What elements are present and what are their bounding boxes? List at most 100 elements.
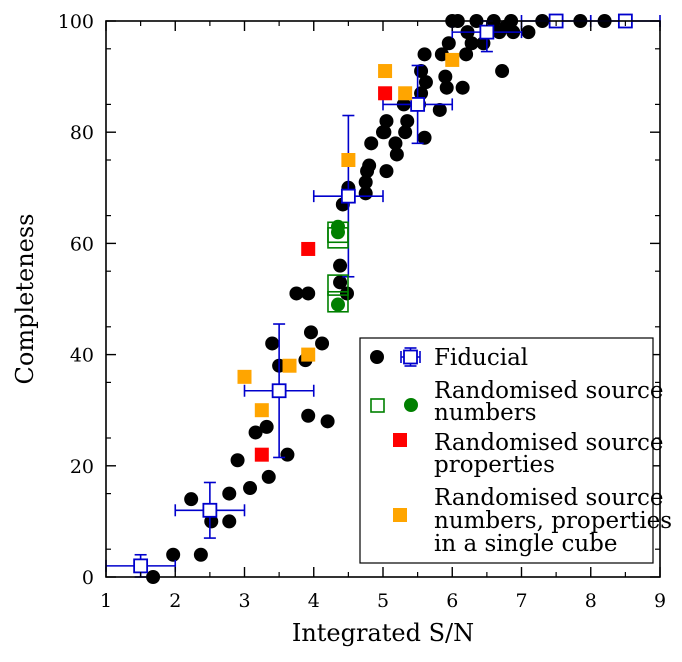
fiducial-point [166,547,181,562]
fiducial-point [280,447,295,462]
binned-square-marker [410,97,426,112]
fiducial-point [301,408,316,423]
fiducial-binned-point [174,481,246,539]
single-cube-point [237,369,252,384]
fiducial-point [243,481,258,496]
y-tick-label: 0 [82,567,94,589]
y-axis-title: Completeness [11,214,39,385]
x-tick-label: 3 [238,590,250,612]
single-cube-point [301,347,316,362]
single-cube-point [254,403,269,418]
x-tick-label: 1 [100,590,112,612]
x-tick-label: 5 [377,590,389,612]
legend-randomised-numbers-circle-marker [404,398,418,412]
fiducial-point [301,286,316,301]
fiducial-point [417,130,432,145]
randomised-numbers-binned-square [327,290,349,313]
binned-square-marker [340,188,356,204]
fiducial-point [398,125,413,140]
y-tick-label: 100 [58,11,94,33]
y-tick-label: 60 [70,233,94,255]
legend-randomised-properties-marker [393,433,407,447]
legend-single-cube-marker [393,508,407,522]
fiducial-point [379,164,394,179]
binned-square-marker [133,558,149,574]
fiducial-binned-point [243,323,315,459]
legend-label-randomised-properties-line-2: properties [434,452,555,478]
fiducial-point [417,47,432,62]
fiducial-binned-point [312,114,384,278]
legend-label-single-cube-line-3: in a single cube [434,531,618,557]
x-axis-title: Integrated S/N [292,619,474,647]
x-tick-label: 4 [308,590,320,612]
legend-label-single-cube-line-2: numbers, properties [434,508,672,534]
binned-square-marker [202,502,218,518]
x-tick-label: 6 [446,590,458,612]
fiducial-point [248,425,263,440]
fiducial-point [320,414,335,429]
fiducial-point [303,325,318,340]
single-cube-point [341,153,356,167]
single-cube-point [378,64,393,79]
fiducial-point [261,469,276,484]
fiducial-point [184,492,199,507]
legend-label-randomised-numbers: Randomised source numbers [434,378,671,426]
legend-randomised-numbers-square-marker [370,398,385,413]
fiducial-point [459,47,474,62]
fiducial-point [400,114,415,129]
legend-label-single-cube: Randomised source numbers, properties in… [434,485,679,557]
y-tick-label: 80 [70,122,94,144]
fiducial-point [388,136,403,151]
fiducial-point [230,453,245,468]
fiducial-point [289,286,304,301]
fiducial-point [364,136,379,151]
randomised-properties-point [254,447,269,462]
legend-label-randomised-properties-line-1: Randomised source [434,430,664,456]
fiducial-point [379,114,394,129]
y-tick-label: 20 [70,456,94,478]
legend-frame [359,337,654,564]
plot-marks [105,13,661,584]
fiducial-point [333,258,348,273]
fiducial-point [333,275,348,290]
legend-fiducial-errorbar-marker [400,347,421,367]
fiducial-point [464,36,479,51]
single-cube-point [398,86,413,101]
legend-label-randomised-properties: Randomised source properties [434,430,671,478]
fiducial-point [315,336,330,351]
fiducial-point [222,486,237,501]
fiducial-point [358,175,373,190]
single-cube-point [282,358,297,373]
y-tick-label: 40 [70,345,94,367]
x-tick-label: 7 [515,590,527,612]
fiducial-point [193,547,208,562]
fiducial-point [495,64,510,79]
binned-square-marker [479,24,495,40]
legend-label-single-cube-line-1: Randomised source [434,485,664,511]
legend-label-fiducial: Fiducial [434,345,528,371]
fiducial-point [432,102,447,117]
randomised-properties-point [301,241,316,256]
fiducial-point [377,125,392,140]
randomised-numbers-binned-square [327,274,349,296]
legend-label-randomised-numbers-line-1: Randomised source [434,378,664,404]
fiducial-point [439,80,454,95]
fiducial-point [222,514,237,529]
fiducial-point [418,75,433,90]
x-tick-label: 8 [585,590,597,612]
fiducial-point [389,147,404,162]
legend: Fiducial Randomised source numbers Rando… [359,337,679,564]
fiducial-point [441,36,456,51]
axis-tick-labels: 1 2 3 4 5 6 7 8 9 0 20 40 60 80 100 [58,11,666,612]
x-tick-label: 9 [654,590,666,612]
binned-square-marker [271,383,287,399]
legend-fiducial-circle-marker [370,350,384,364]
single-cube-point [445,52,460,67]
fiducial-point [339,286,354,301]
randomised-numbers-point [330,297,345,312]
fiducial-point [204,514,219,529]
fiducial-point [455,80,470,95]
fiducial-point [265,336,280,351]
legend-label-randomised-numbers-line-2: numbers [434,400,537,426]
